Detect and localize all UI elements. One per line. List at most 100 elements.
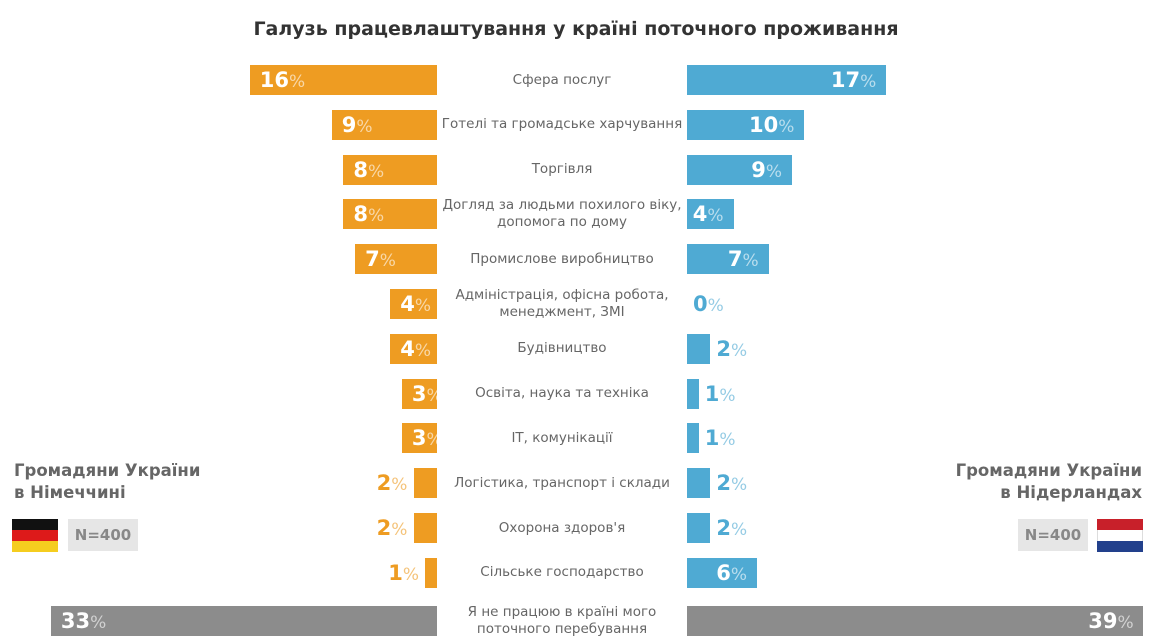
value-unit: % <box>707 206 724 227</box>
left-bar <box>401 378 437 409</box>
value-number: 2 <box>376 471 392 496</box>
value-unit: % <box>731 520 748 540</box>
right-bar <box>687 468 711 499</box>
right-value-label: 1% <box>705 379 736 411</box>
value-number: 7 <box>365 247 380 272</box>
value-unit: % <box>731 475 748 496</box>
germany-flag-icon <box>12 519 58 552</box>
value-number: 2 <box>376 516 392 540</box>
category-label: Логістика, транспорт і склади <box>454 474 670 491</box>
right-bar <box>687 333 711 364</box>
left-bar <box>355 244 437 275</box>
right-bar <box>687 378 699 409</box>
value-unit: % <box>426 430 443 451</box>
right-group-line2: в Нідерландах <box>1000 483 1142 502</box>
value-unit: % <box>778 116 795 137</box>
right-value-label: 2% <box>716 468 747 500</box>
right-value-label: 4% <box>693 199 724 231</box>
value-unit: % <box>730 564 747 585</box>
value-number: 2 <box>716 471 732 496</box>
left-bar <box>413 468 437 499</box>
right-bar <box>687 109 804 140</box>
category-label: Торгівля <box>531 161 593 178</box>
left-bar <box>249 65 437 95</box>
left-value-label: 4% <box>400 334 431 366</box>
value-number: 2 <box>716 336 732 361</box>
value-unit: % <box>426 385 443 406</box>
value-unit: % <box>356 116 373 137</box>
value-unit: % <box>860 72 877 92</box>
left-value-label: 8% <box>353 199 384 231</box>
value-unit: % <box>719 430 736 451</box>
category-label: Готелі та громадське харчування <box>441 116 683 133</box>
value-unit: % <box>90 612 107 633</box>
left-bar <box>390 333 437 364</box>
right-bar <box>687 199 734 230</box>
category-label: Освіта, наука та техніка <box>475 385 649 402</box>
left-sample-size: N=400 <box>68 519 138 551</box>
right-value-label: 17% <box>831 65 876 97</box>
value-number: 9 <box>751 157 766 182</box>
category-label: Догляд за людьми похилого віку, допомога… <box>442 197 682 231</box>
right-bar <box>687 244 769 275</box>
value-unit: % <box>742 251 759 272</box>
value-unit: % <box>731 340 748 361</box>
value-number: 16 <box>259 68 290 92</box>
right-value-label: 9% <box>751 155 782 187</box>
right-sample-size: N=400 <box>1018 519 1088 551</box>
left-value-label: 2% <box>377 468 408 500</box>
value-number: 8 <box>353 157 369 182</box>
right-value-label: 39% <box>1088 606 1133 638</box>
value-number: 39 <box>1088 608 1118 633</box>
right-value-label: 0% <box>693 289 724 321</box>
left-value-label: 3% <box>412 423 443 455</box>
right-value-label: 2% <box>716 513 747 545</box>
left-value-label: 9% <box>342 110 373 142</box>
right-value-label: 2% <box>716 334 747 366</box>
left-bar <box>390 289 437 319</box>
value-number: 10 <box>749 112 779 137</box>
value-number: 2 <box>716 516 732 540</box>
category-label: Сфера послуг <box>512 71 612 88</box>
right-value-label: 10% <box>749 110 794 142</box>
value-number: 4 <box>400 336 415 361</box>
value-number: 6 <box>716 560 731 585</box>
value-unit: % <box>391 475 408 496</box>
left-group-label: Громадяни України в Німеччині <box>14 460 200 504</box>
category-label: Промислове виробництво <box>470 250 654 267</box>
value-number: 9 <box>341 112 357 137</box>
value-number: 3 <box>411 426 427 451</box>
value-number: 1 <box>704 381 720 406</box>
value-number: 7 <box>727 247 743 272</box>
left-bar <box>50 605 437 636</box>
left-bar <box>413 513 437 543</box>
left-value-label: 2% <box>377 513 408 545</box>
left-bar <box>401 423 437 454</box>
left-value-label: 3% <box>412 379 443 411</box>
category-label: Будівництво <box>517 340 607 357</box>
left-value-label: 8% <box>353 155 384 187</box>
value-unit: % <box>707 296 724 316</box>
value-number: 0 <box>693 292 708 316</box>
value-number: 4 <box>692 202 708 227</box>
right-group-line1: Громадяни України <box>955 461 1142 480</box>
value-unit: % <box>414 340 431 361</box>
left-bar <box>343 154 437 185</box>
category-label: Я не працюю в країні мого поточного пере… <box>467 603 657 637</box>
value-number: 4 <box>400 292 415 316</box>
left-value-label: 33% <box>61 606 106 638</box>
left-bar <box>331 109 437 140</box>
value-unit: % <box>765 161 783 182</box>
value-number: 17 <box>830 68 861 92</box>
value-unit: % <box>719 385 736 406</box>
right-group-label: Громадяни України в Нідерландах <box>956 460 1142 504</box>
value-unit: % <box>402 564 420 585</box>
left-value-label: 16% <box>260 65 305 97</box>
value-unit: % <box>379 251 396 272</box>
value-unit: % <box>289 72 306 92</box>
right-value-label: 1% <box>705 423 736 455</box>
value-number: 1 <box>388 560 403 585</box>
left-group-line1: Громадяни України <box>14 461 201 480</box>
value-unit: % <box>368 206 385 227</box>
